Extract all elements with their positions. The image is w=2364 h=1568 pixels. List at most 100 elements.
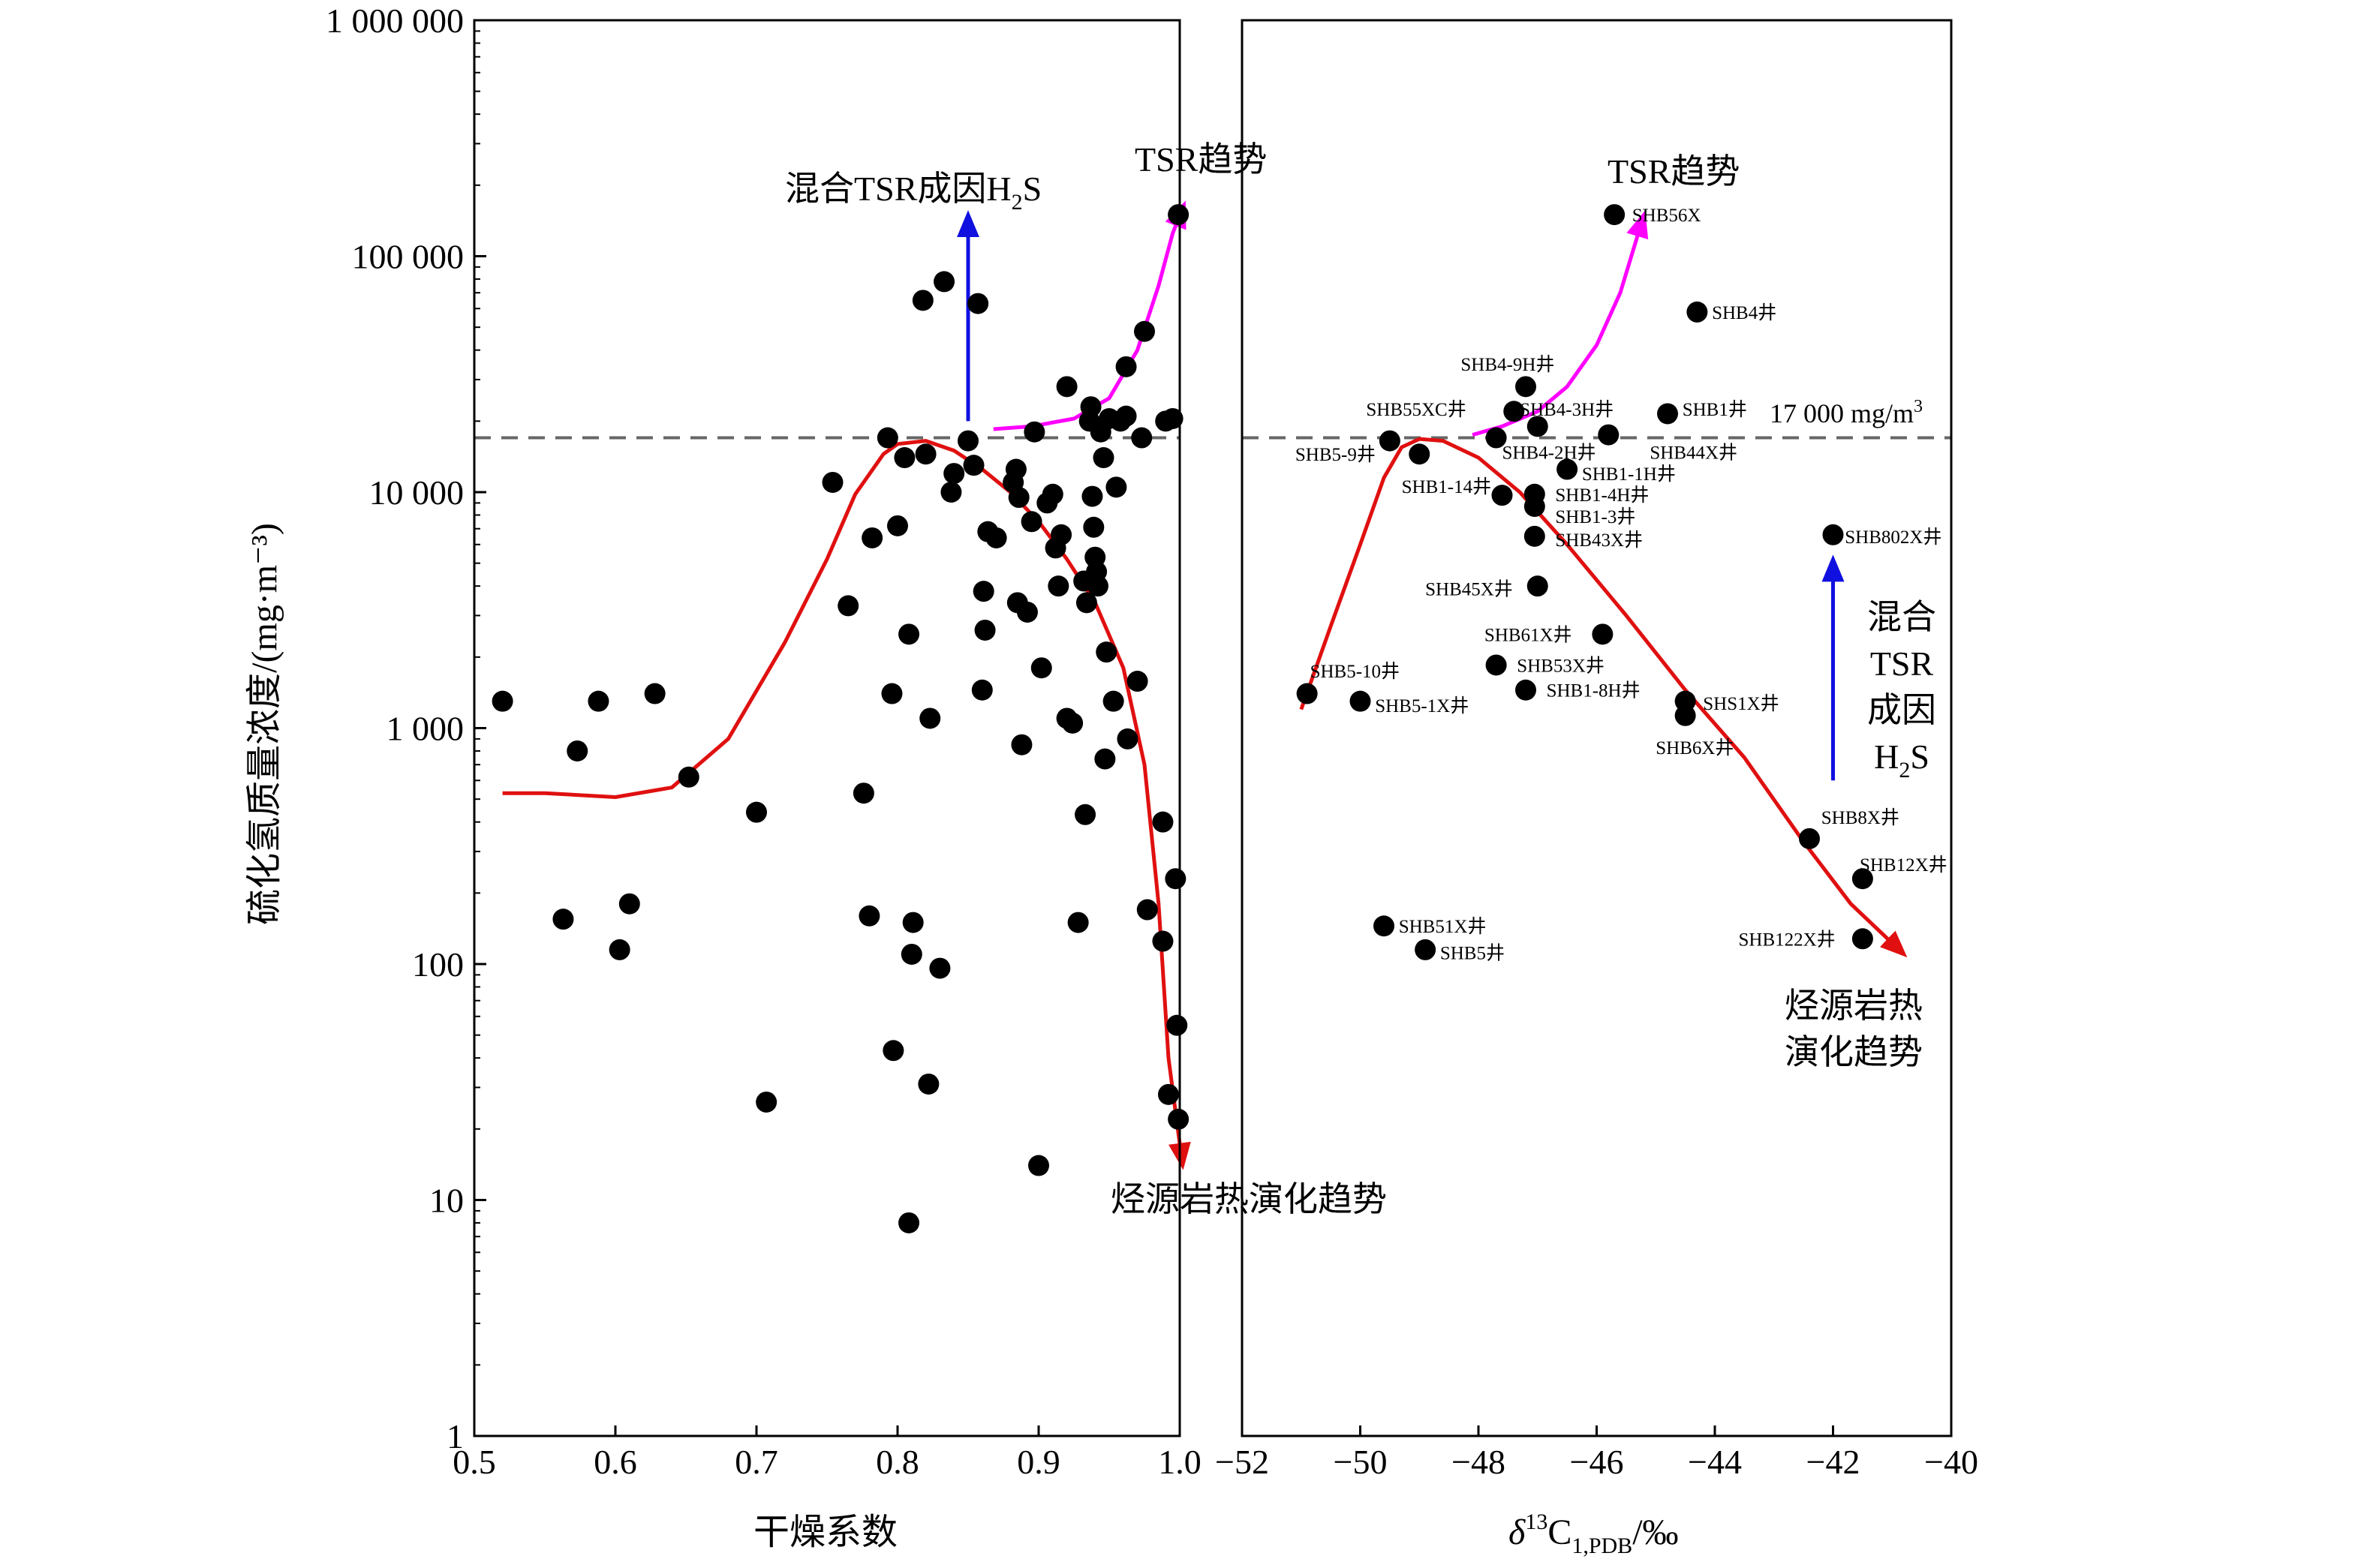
right-axes — [1241, 19, 1953, 1437]
left-data-point — [912, 290, 934, 311]
well-label: SHB1-4H井 — [1555, 485, 1649, 506]
left-data-point — [967, 293, 989, 314]
left-data-point — [943, 463, 965, 485]
right-x-ticks: −52 −50 −48 −46 −44 −42 −40 — [1215, 1425, 1978, 1481]
right-x-tick-label: −40 — [1924, 1443, 1978, 1481]
well-label: SHB53X井 — [1517, 655, 1605, 676]
left-data-point — [1062, 712, 1084, 734]
right-data-point — [1526, 416, 1548, 437]
right-data-point — [1523, 525, 1545, 547]
well-label: SHB12X井 — [1860, 855, 1947, 876]
right-data-point — [1349, 690, 1371, 712]
right-data-point — [1686, 301, 1708, 323]
left-data-point — [901, 943, 922, 965]
well-label: SHB56X — [1632, 206, 1701, 226]
right-curve-tsr-trend — [1472, 210, 1649, 437]
left-data-point — [1080, 396, 1102, 418]
left-data-point — [1126, 671, 1148, 692]
y-tick-label: 10 — [429, 1182, 464, 1220]
right-data-point — [1503, 401, 1525, 422]
left-data-point — [973, 581, 994, 602]
y-axis-title: 硫化氢质量浓度/(mg·m⁻³) — [245, 523, 284, 925]
well-label: SHB4-2H井 — [1502, 442, 1596, 463]
left-curve-tsr-trend — [993, 200, 1187, 431]
left-data-point — [588, 690, 609, 712]
well-label: SHB122X井 — [1739, 929, 1836, 950]
left-data-point — [838, 595, 859, 617]
right-data-point — [1657, 403, 1678, 425]
left-data-point — [644, 683, 666, 704]
right-data-point — [1485, 427, 1507, 449]
right-x-tick-label: −46 — [1570, 1443, 1624, 1481]
left-data-point — [963, 455, 985, 476]
right-data-point — [1491, 485, 1513, 506]
left-data-point — [1115, 356, 1137, 377]
right-data-point — [1379, 430, 1400, 452]
left-data-point — [1051, 524, 1072, 545]
well-label: SHB1-14井 — [1402, 476, 1491, 497]
left-panel: 0.5 0.6 0.7 0.8 0.9 1.0 1 10 100 1 000 10 000 100 … — [245, 2, 1387, 1552]
left-data-point — [918, 1073, 940, 1095]
right-x-axis-title: δ13C1,PDB/‰ — [1508, 1509, 1679, 1558]
left-data-point — [1075, 592, 1097, 614]
left-data-point — [1028, 1155, 1049, 1176]
left-data-point — [898, 623, 920, 645]
right-data-point — [1674, 690, 1696, 712]
left-data-point — [934, 271, 955, 293]
left-data-point — [1165, 868, 1187, 890]
well-label: SHB43X井 — [1555, 530, 1643, 551]
left-data-point — [877, 427, 898, 449]
right-data-point — [1415, 939, 1436, 960]
left-data-point — [1162, 407, 1184, 429]
right-mix-tsr-label: 混合 TSR 成因 H2S — [1867, 598, 1936, 782]
right-x-tick-label: −52 — [1215, 1443, 1269, 1481]
right-data-point — [1598, 424, 1620, 446]
left-data-point — [1152, 811, 1174, 833]
well-label: SHB802X井 — [1845, 527, 1941, 548]
left-data-point — [1136, 899, 1158, 921]
left-data-point — [919, 707, 941, 729]
y-tick-label: 100 000 — [352, 238, 465, 276]
well-label: SHB55XC井 — [1366, 399, 1466, 420]
left-data-point — [1102, 690, 1124, 712]
right-data-point — [1296, 683, 1318, 704]
right-x-tick-label: −44 — [1688, 1443, 1742, 1481]
left-data-point — [883, 1040, 904, 1062]
left-data-point — [1168, 1108, 1190, 1130]
right-x-tick-label: −50 — [1334, 1443, 1388, 1481]
well-label: SHB6X井 — [1656, 737, 1734, 758]
left-data-point — [898, 1212, 920, 1233]
well-label: SHS1X井 — [1703, 693, 1779, 714]
left-data-point — [1115, 405, 1137, 427]
right-mix-line-2: TSR — [1870, 644, 1934, 683]
left-data-point — [1131, 427, 1153, 449]
right-data-point — [1592, 623, 1614, 645]
well-label: SHB5井 — [1440, 943, 1505, 964]
left-data-point — [853, 782, 874, 804]
left-data-point — [1042, 483, 1063, 505]
left-data-point — [756, 1091, 777, 1113]
left-data-point — [1083, 516, 1105, 538]
right-curves — [1299, 210, 1908, 958]
well-label: SHB5-9井 — [1295, 444, 1376, 465]
left-points — [492, 204, 1190, 1233]
left-data-point — [1168, 204, 1190, 226]
y-tick-label: 100 — [412, 945, 464, 984]
right-mix-line-4: H2S — [1874, 737, 1929, 782]
well-label: SHB1-1H井 — [1582, 464, 1676, 485]
right-data-point — [1515, 376, 1536, 398]
left-data-point — [1134, 320, 1155, 342]
left-thermal-trend-label: 烃源岩热演化趋势 — [1111, 1180, 1387, 1218]
left-data-point — [492, 690, 513, 712]
left-data-point — [1030, 657, 1052, 679]
right-mix-line-3: 成因 — [1867, 691, 1936, 729]
right-data-point — [1851, 868, 1873, 890]
left-x-tick-label: 0.8 — [876, 1443, 919, 1481]
well-label: SHB5-1X井 — [1375, 695, 1469, 716]
left-data-point — [1011, 734, 1033, 755]
y-tick-label: 1 — [447, 1417, 464, 1455]
left-mix-tsr-label: 混合TSR成因H2S — [785, 170, 1042, 215]
right-plot-frame — [1241, 19, 1953, 1437]
y-tick-label: 1 000 — [386, 710, 465, 748]
